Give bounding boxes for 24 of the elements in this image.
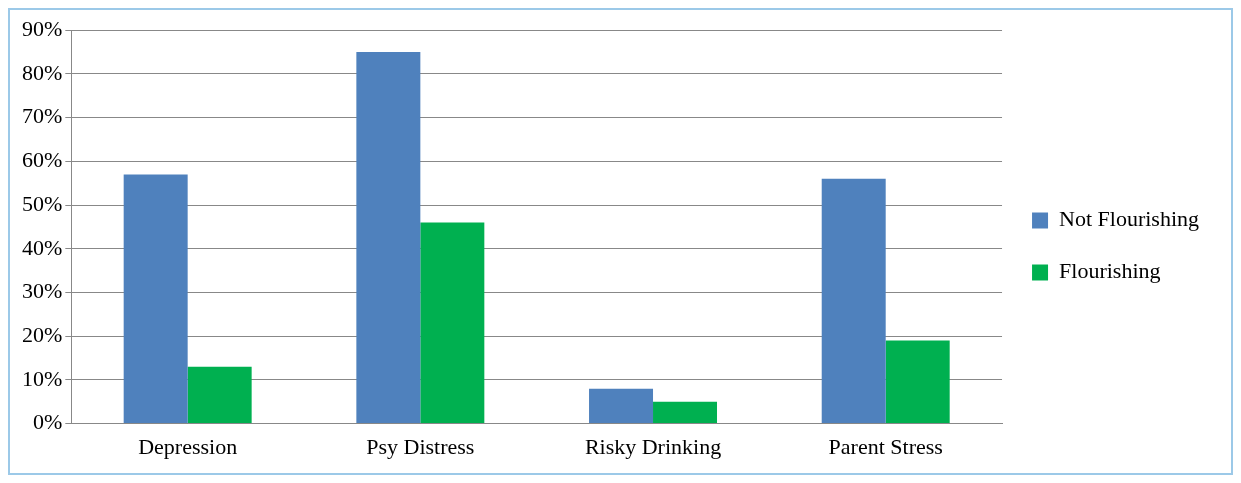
y-tick-label: 70% [22, 103, 63, 129]
x-tick-label: Psy Distress [366, 433, 475, 459]
y-tick-label: 20% [22, 321, 63, 347]
y-tick-label: 30% [22, 278, 63, 304]
bar [187, 366, 252, 424]
legend-label: Flourishing [1059, 258, 1161, 284]
bar [123, 174, 188, 424]
y-tick-label: 90% [22, 15, 63, 41]
bar [356, 52, 421, 424]
x-tick-label: Parent Stress [828, 433, 943, 459]
x-tick-label: Depression [138, 433, 238, 459]
bar [885, 340, 950, 424]
bar [589, 388, 654, 424]
y-tick-label: 80% [22, 59, 63, 85]
y-tick-label: 0% [33, 409, 63, 435]
bar [653, 401, 718, 424]
y-tick-label: 40% [22, 234, 63, 260]
bar [821, 178, 886, 424]
legend-label: Not Flourishing [1059, 206, 1200, 232]
x-tick-label: Risky Drinking [584, 433, 722, 459]
y-tick-label: 60% [22, 147, 63, 173]
y-tick-label: 50% [22, 190, 63, 216]
y-tick-label: 10% [22, 365, 63, 391]
bar [420, 222, 485, 424]
